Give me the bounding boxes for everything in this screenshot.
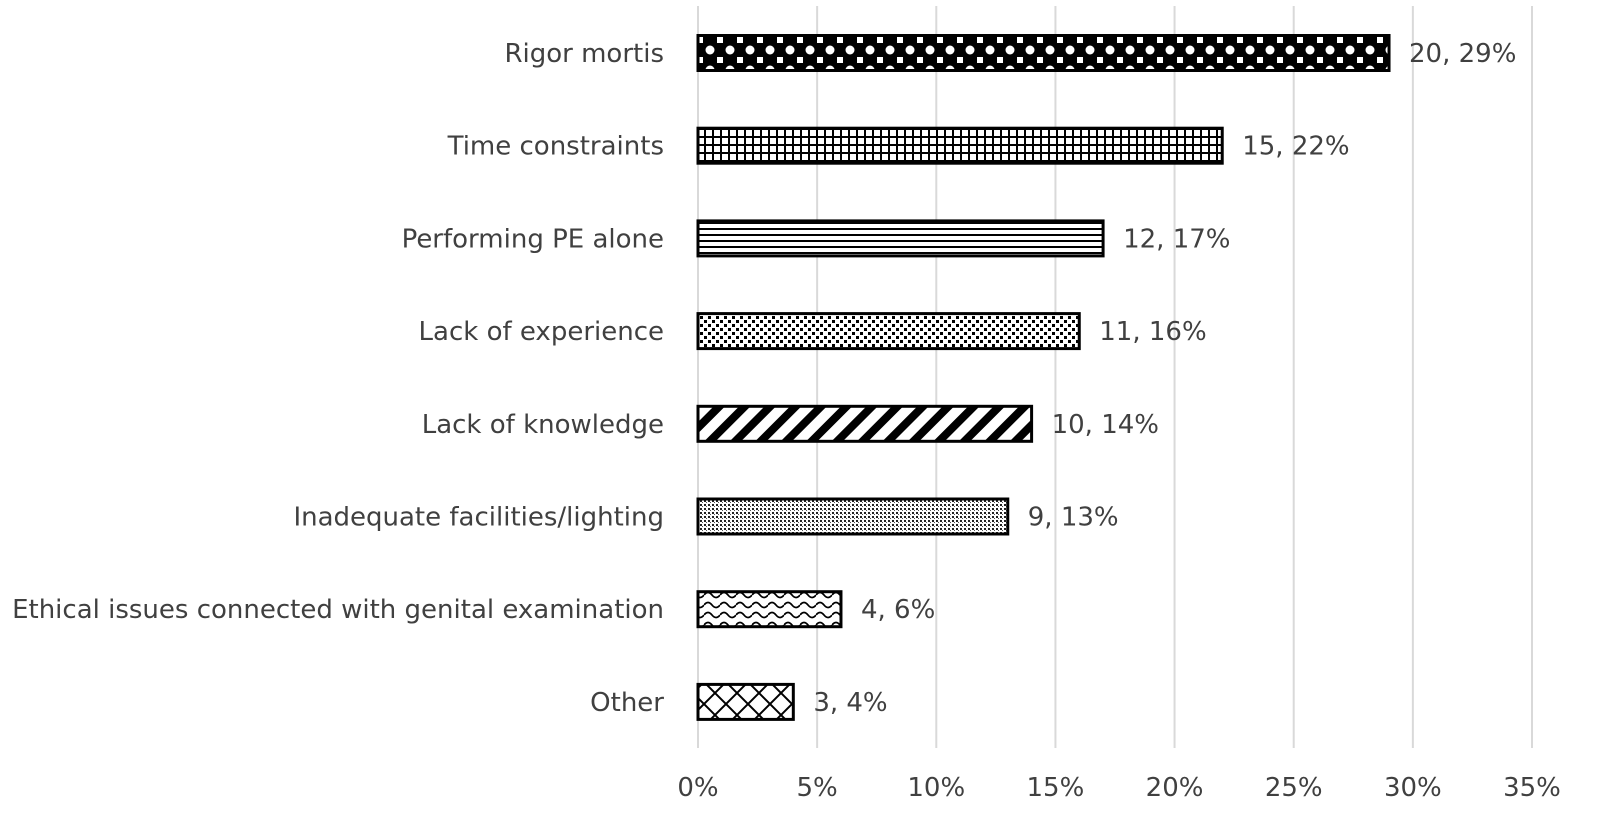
x-tick-label: 25% — [1265, 773, 1323, 803]
x-tick-label: 10% — [907, 773, 965, 803]
category-label: Lack of experience — [419, 317, 664, 347]
bar — [696, 590, 843, 629]
bar — [696, 404, 1034, 443]
gridlines — [697, 6, 1533, 748]
bar — [696, 682, 795, 721]
data-label: 4, 6% — [861, 595, 935, 625]
x-tick-label: 15% — [1027, 773, 1085, 803]
category-label: Performing PE alone — [402, 224, 664, 254]
x-tick-label: 0% — [677, 773, 718, 803]
category-label: Lack of knowledge — [422, 410, 664, 440]
category-label: Inadequate facilities/lighting — [293, 503, 664, 533]
category-label: Other — [590, 688, 664, 718]
data-label: 9, 13% — [1028, 503, 1119, 533]
x-tick-label: 5% — [797, 773, 838, 803]
category-label: Time constraints — [447, 132, 664, 162]
bars — [696, 34, 1391, 721]
data-label: 10, 14% — [1052, 410, 1159, 440]
category-label: Rigor mortis — [504, 39, 664, 69]
labels: 0% 5% 10% 15% 20% 25% 30% 35% Rigor mortis 20, 29… — [12, 39, 1561, 803]
x-tick-label: 20% — [1146, 773, 1204, 803]
bar — [696, 497, 1010, 536]
bar — [696, 312, 1081, 351]
data-label: 15, 22% — [1242, 132, 1349, 162]
x-tick-label: 30% — [1384, 773, 1442, 803]
bar — [696, 34, 1391, 72]
data-label: 3, 4% — [813, 688, 887, 718]
x-tick-label: 35% — [1503, 773, 1561, 803]
bar — [696, 126, 1224, 165]
data-label: 11, 16% — [1099, 317, 1206, 347]
data-label: 20, 29% — [1409, 39, 1516, 69]
category-label: Ethical issues connected with genital ex… — [12, 595, 664, 625]
bar — [696, 219, 1105, 258]
data-label: 12, 17% — [1123, 224, 1230, 254]
